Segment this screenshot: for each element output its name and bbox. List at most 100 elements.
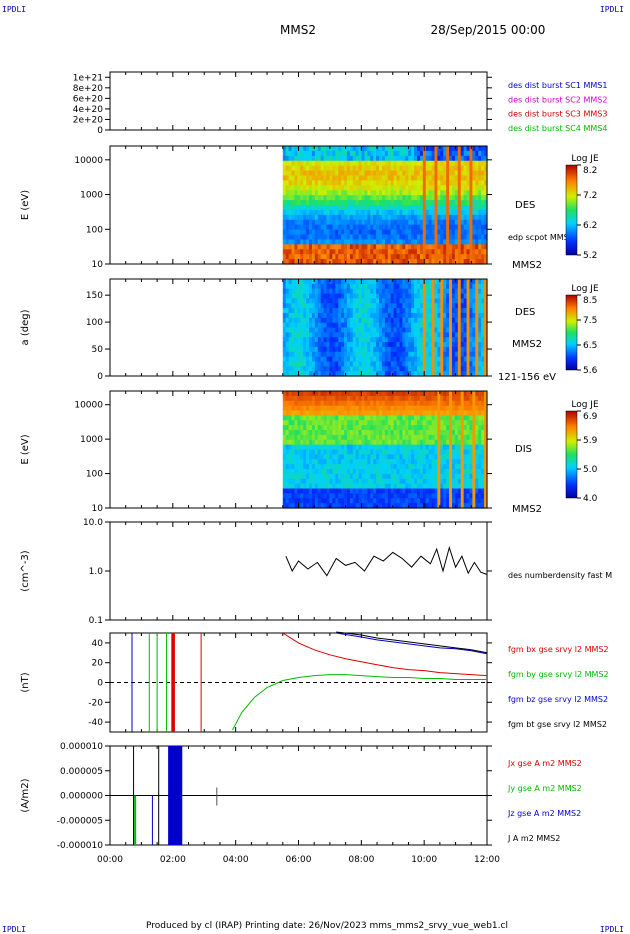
spectrogram-cell: [344, 180, 348, 186]
spectrogram-cell: [414, 366, 418, 372]
spectrogram-cell: [338, 459, 342, 465]
spectrogram-cell: [425, 478, 430, 485]
spectrogram-cell: [338, 308, 342, 314]
spectrogram-cell: [449, 430, 453, 436]
spectrogram-cell: [393, 469, 398, 475]
spectrogram-cell: [478, 209, 482, 216]
spectrogram-cell: [387, 224, 392, 231]
spectrogram-cell: [309, 180, 313, 186]
spectrogram-cell: [352, 444, 357, 451]
spectrogram-cell: [364, 498, 368, 504]
spectrogram-cell: [431, 351, 436, 358]
spectrogram-cell: [373, 478, 377, 485]
spectrogram-cell: [469, 195, 474, 201]
spectrogram-cell: [478, 430, 482, 436]
spectrogram-cell: [379, 170, 383, 177]
spectrogram-cell: [297, 395, 301, 402]
spectrogram-cell: [282, 493, 287, 499]
spectrogram-cell: [428, 234, 433, 241]
spectrogram-cell: [355, 175, 360, 182]
spectrogram-cell: [469, 434, 474, 441]
spectrogram-cell: [309, 155, 313, 162]
spectrogram-cell: [282, 249, 287, 255]
spectrogram-cell: [454, 410, 459, 416]
spectrogram-cell: [411, 293, 415, 299]
spectrogram-cell: [481, 332, 485, 338]
spectrogram-cell: [443, 229, 447, 236]
spectrogram-cell: [440, 400, 444, 407]
spectrogram-cell: [303, 160, 307, 167]
spectrogram-cell: [294, 425, 298, 431]
spectrogram-cell: [481, 361, 485, 367]
spectrogram-cell: [373, 190, 377, 196]
spectrogram-cell: [422, 224, 427, 231]
spectrogram-cell: [399, 214, 403, 221]
spectrogram-cell: [434, 165, 439, 172]
spectrogram-cell: [393, 444, 398, 451]
spectrogram-cell: [291, 366, 296, 372]
spectrogram-cell: [323, 229, 328, 236]
spectrogram-cell: [393, 356, 398, 363]
spectrogram-cell: [370, 449, 374, 455]
spectrogram-cell: [393, 165, 398, 172]
spectrogram-cell: [481, 493, 485, 499]
spectrogram-cell: [349, 234, 354, 241]
spectrogram-cell: [335, 478, 339, 485]
spectrogram-cell: [451, 415, 456, 421]
spectrogram-cell: [419, 332, 424, 338]
spectrogram-cell: [352, 332, 357, 338]
spectrogram-cell: [320, 279, 325, 285]
spectrogram-cell: [352, 342, 357, 348]
spectrogram-cell: [466, 259, 471, 265]
spectrogram-cell: [381, 234, 386, 241]
spectrogram-cell: [454, 322, 459, 329]
spectrogram-cell: [379, 410, 383, 416]
spectrogram-cell: [431, 488, 436, 494]
spectrogram-cell: [399, 205, 403, 211]
colorbar-tick-label: 8.5: [583, 296, 597, 306]
spectrogram-cell: [329, 391, 333, 397]
spectrogram-cell: [367, 150, 371, 157]
spectrogram-cell: [402, 488, 406, 494]
spectrogram-cell: [332, 224, 336, 231]
spectrogram-cell: [437, 312, 441, 319]
spectrogram-cell: [481, 308, 485, 314]
spectrogram-cell: [408, 351, 412, 358]
spectrogram-cell: [376, 259, 380, 265]
spectrogram-cell: [454, 224, 459, 231]
spectrogram-cell: [481, 224, 485, 231]
spectrogram-cell: [332, 356, 336, 363]
spectrogram-cell: [419, 244, 424, 250]
spectrogram-cell: [399, 175, 403, 182]
spectrogram-cell: [478, 405, 482, 412]
spectrogram-cell: [437, 209, 441, 216]
spectrogram-cell: [396, 337, 401, 343]
spectrogram-cell: [379, 190, 383, 196]
spectrogram-cell: [309, 249, 313, 255]
spectrogram-cell: [376, 254, 380, 260]
spectrogram-cell: [309, 293, 313, 299]
spectrogram-cell: [352, 224, 357, 231]
spectrogram-cell: [390, 293, 395, 299]
spectrogram-cell: [451, 434, 456, 441]
spectrogram-cell: [408, 293, 412, 299]
spectrogram-cell: [370, 150, 374, 157]
spectrogram-cell: [303, 425, 307, 431]
spectrogram-cell: [457, 160, 462, 167]
spectrogram-cell: [344, 327, 348, 333]
spectrogram-cell: [396, 478, 401, 485]
spectrogram-cell: [306, 180, 310, 186]
spectrogram-cell: [396, 165, 401, 172]
spectrogram-cell: [332, 293, 336, 299]
spectrogram-cell: [317, 175, 322, 182]
spectrogram-cell: [364, 322, 368, 329]
spectrogram-cell: [422, 337, 427, 343]
spectrogram-cell: [346, 483, 351, 490]
spectrogram-cell: [311, 195, 316, 201]
spectrogram-cell: [414, 327, 418, 333]
spectrogram-cell: [387, 356, 392, 363]
spectrogram-cell: [460, 308, 465, 314]
spectrogram-cell: [478, 303, 482, 309]
spectrogram-cell: [355, 361, 360, 367]
spectrogram-cell: [303, 405, 307, 412]
